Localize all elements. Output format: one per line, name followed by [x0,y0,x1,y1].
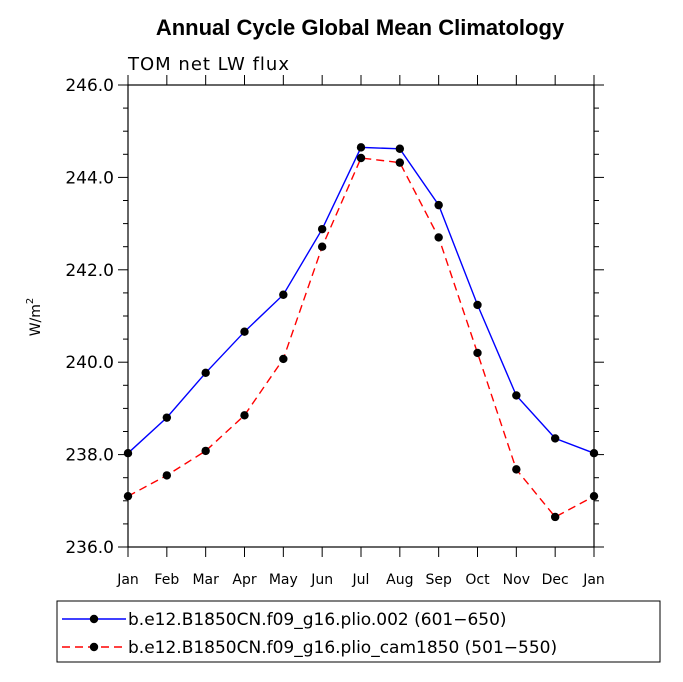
series-1-point [473,300,482,310]
y-tick-label: 244.0 [65,168,114,188]
series-1-point [356,143,366,152]
x-tick-label: Nov [503,572,530,588]
y-axis-label-unit: W/m [28,304,44,336]
series-2-point [473,348,482,358]
series-1-point [162,413,172,422]
x-tick-label: Apr [232,572,256,588]
legend-label-2: b.e12.B1850CN.f09_g16.plio_cam1850 (501−… [128,638,557,658]
series-2-point [240,411,249,420]
series-1-point [317,224,327,234]
x-tick-label: Jul [352,572,370,588]
chart-subtitle: TOM net LW flux [127,54,290,75]
x-tick-label: Feb [154,572,179,588]
series-2-point [317,242,327,251]
x-tick-label: Jan [116,572,139,588]
y-tick-label: 236.0 [65,538,114,558]
x-tick-label: Mar [192,572,219,588]
series-1-point [550,434,560,443]
series-group [123,143,599,522]
legend-box [56,600,661,663]
plot-frame [127,84,595,548]
y-axis-label-exponent: 2 [25,298,36,304]
axis-ticks [118,75,604,557]
legend-label-1: b.e12.B1850CN.f09_g16.plio.002 (601−650) [128,610,507,630]
series-2-point [162,471,172,480]
legend: b.e12.B1850CN.f09_g16.plio.002 (601−650)… [56,600,661,663]
legend-marker-2 [89,642,99,652]
series-2-point [512,465,521,474]
x-tick-label: Jun [310,572,333,588]
series-1-point [240,327,249,336]
legend-marker-1 [89,614,99,624]
series-2-point [356,153,366,163]
y-axis-label: W/m2 [25,298,44,337]
x-tick-label: Sep [425,572,452,588]
series-line-1 [127,146,595,454]
series-2-point [279,354,288,364]
series-1-point [279,290,288,299]
series-1-point [395,144,405,153]
series-1-point [512,391,521,400]
series-1-point [434,200,443,210]
chart-title: Annual Cycle Global Mean Climatology [156,15,565,40]
tick-labels: 236.0 238.0 240.0 242.0 244.0 246.0 Jan Feb Mar A… [65,76,604,588]
series-1-point [201,368,210,378]
y-tick-label: 246.0 [65,76,114,96]
series-2-point [550,512,560,522]
x-tick-label: Dec [542,572,569,588]
y-tick-label: 240.0 [65,353,114,373]
x-tick-label: Aug [386,572,413,588]
y-tick-label: 238.0 [65,446,114,466]
y-tick-label: 242.0 [65,261,114,281]
series-2-point [201,446,210,456]
x-tick-label: Oct [465,572,490,588]
series-line-2 [127,157,595,518]
x-tick-label: Jan [582,572,605,588]
series-2-point [395,158,405,167]
x-tick-label: May [269,572,298,588]
series-2-point [434,233,443,242]
legend-entries: b.e12.B1850CN.f09_g16.plio.002 (601−650)… [62,610,557,658]
